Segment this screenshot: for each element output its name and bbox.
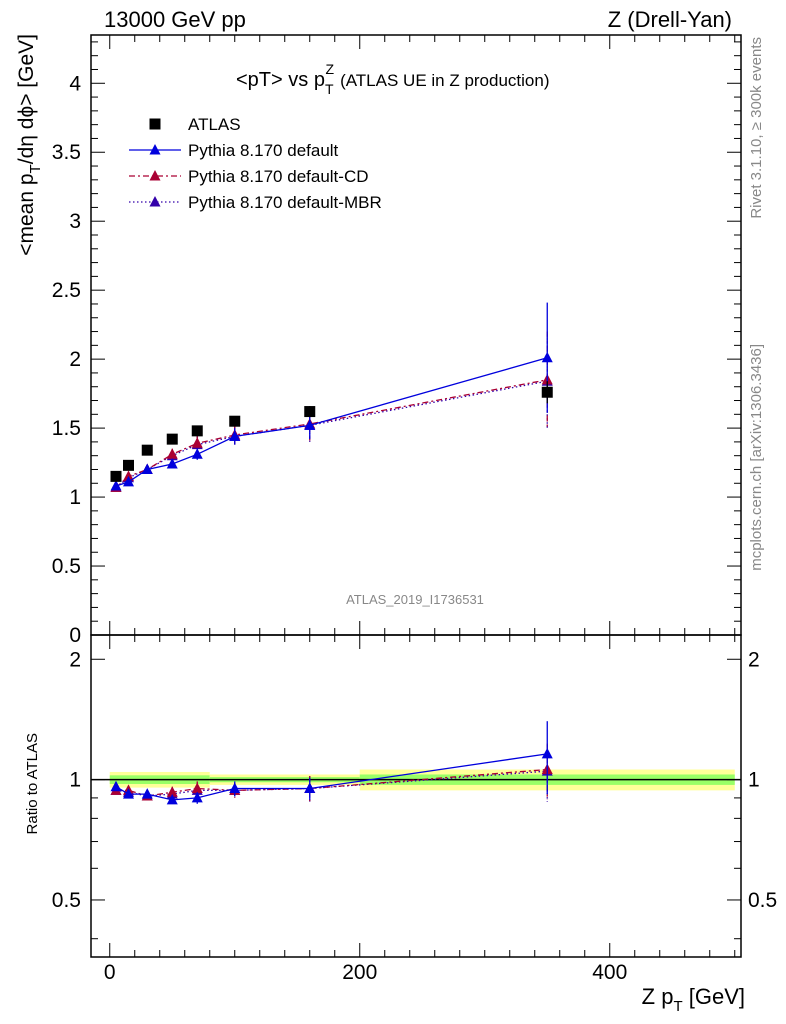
legend: ATLAS Pythia 8.170 default Pythia 8.170 de… [129,115,382,212]
y-tick-label-main: 3.5 [52,141,81,164]
series-1-point-main [110,480,122,491]
y-tick-label-ratio-left: 1 [69,769,81,792]
series-0-point-main [110,470,122,482]
series-2-point-ratio [191,782,203,794]
x-axis-label: Z pT [GeV] [642,984,745,1015]
series-1-point-main [229,430,241,441]
y-tick-label-main: 2.5 [52,279,81,302]
legend-marker-3 [149,196,161,207]
legend-label-2: Pythia 8.170 default-CD [188,167,369,186]
series-1-point-main [304,419,316,430]
y-tick-label-main: 1.5 [52,417,81,440]
series-1-point-main [166,457,178,469]
series-1-point-ratio [166,793,178,805]
axis-ticks [91,35,741,957]
legend-label-0: ATLAS [188,115,241,134]
y-tick-label-ratio-right: 2 [748,648,760,671]
series-0-point-main [141,444,153,456]
plot-title-main: <pT> vs p [236,69,325,91]
legend-marker-0 [149,118,161,130]
series-1-point-ratio [229,782,241,794]
x-tick-label: 200 [342,961,377,984]
header-right: Z (Drell-Yan) [608,7,732,32]
y-tick-label-main: 1 [69,486,81,509]
analysis-id: ATLAS_2019_I1736531 [346,592,484,607]
series-3-line-ratio [115,770,548,797]
series-2-point-main [191,437,203,448]
series-1-point-main [541,351,553,363]
series-0-point-main [304,406,316,418]
series-1-point-ratio [123,788,134,799]
y-tick-label-main: 2 [69,348,81,371]
series-3-line-main [115,380,548,488]
ratio-plot-frame [90,634,742,958]
legend-marker-2 [149,170,161,181]
series-2-point-ratio [166,786,178,797]
x-tick-label: 0 [104,961,116,984]
plot-title-sup: Z [326,61,335,77]
series-0-point-main [229,415,241,427]
series-2-point-main [123,470,134,481]
legend-label-3: Pythia 8.170 default-MBR [188,193,382,212]
axis-tick-labels: 00.511.522.533.540.5 0.51 12 20 200 400 [52,72,777,984]
legend-label-1: Pythia 8.170 default [188,141,339,160]
legend-marker-1 [149,144,161,155]
series-1-point-ratio [304,782,316,794]
series-0-point-main [166,433,178,445]
series-1-point-ratio [191,791,203,803]
rivet-label: Rivet 3.1.10, ≥ 300k events [748,37,765,219]
series-2-point-main [166,448,178,459]
y-tick-label-main: 0.5 [52,555,81,578]
mcplots-label: mcplots.cern.ch [arXiv:1306.3436] [748,344,765,571]
plot-title-sub: T [325,81,334,97]
y-tick-label-main: 3 [69,210,81,233]
series-2-line-main [115,379,548,488]
y-axis-label-main: <mean pT/dη dϕ> [GeV] [15,34,44,256]
y-tick-label-ratio-right: 0.5 [748,889,777,912]
series-1-point-ratio [541,747,553,759]
plot-title: <pT> vs pTZ (ATLAS UE in Z production) [236,61,550,97]
y-tick-label-ratio-right: 1 [748,769,760,792]
series-1-line-main [115,357,548,487]
x-tick-label: 400 [592,961,627,984]
y-tick-label-ratio-left: 0.5 [52,889,81,912]
series-1-point-main [191,448,203,459]
header-left: 13000 GeV pp [104,7,246,32]
plot-title-rest: (ATLAS UE in Z production) [340,71,549,90]
series-1-point-ratio [110,780,122,792]
series-1-point-main [141,463,153,474]
series-1-point-main [123,475,134,487]
y-axis-label-ratio: Ratio to ATLAS [24,733,41,834]
series-layer [110,302,553,805]
y-tick-label-ratio-left: 2 [69,648,81,671]
y-tick-label-main: 4 [69,72,81,95]
series-0-point-main [123,459,134,471]
series-0-point-main [191,425,203,437]
series-0-point-main [541,386,553,398]
y-tick-label-main: 0 [69,624,81,647]
series-1-point-ratio [141,788,153,799]
